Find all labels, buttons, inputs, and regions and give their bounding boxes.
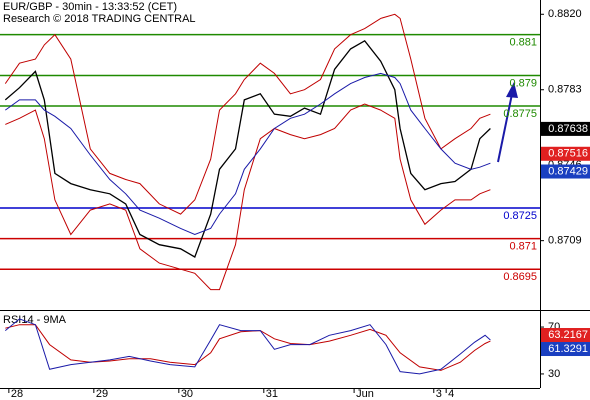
- x-tick-label: 29: [96, 388, 108, 400]
- arrow-shaft: [497, 93, 513, 163]
- series-line: [5, 72, 491, 236]
- y-tick-label: 0.8709: [548, 235, 582, 247]
- arrow-head: [506, 82, 518, 98]
- last-value-box: [541, 328, 590, 343]
- last-value-box: [541, 146, 590, 161]
- series-line: [4, 13, 491, 215]
- chart-title: EUR/GBP - 30min - 13:33:52 (CET): [3, 1, 177, 13]
- level-label: 0.881: [509, 37, 537, 49]
- level-label: 0.8775: [503, 108, 537, 120]
- last-value-box: [541, 342, 590, 357]
- y-tick-label: 30: [548, 368, 560, 380]
- level-label: 0.879: [509, 77, 537, 89]
- last-value-label: 0.87516: [548, 148, 588, 160]
- last-value-box: [541, 164, 590, 179]
- last-value-label: 61.3291: [548, 343, 588, 355]
- level-label: 0.8725: [503, 210, 537, 222]
- x-tick-label: 3: [436, 388, 442, 400]
- forecast-arrow: [497, 82, 518, 163]
- last-value-label: 0.87429: [548, 165, 588, 177]
- level-label: 0.8695: [503, 271, 537, 283]
- x-tick-label: 30: [181, 388, 193, 400]
- series-line: [5, 103, 491, 291]
- y-tick-label: 0.8783: [548, 84, 582, 96]
- last-value-box: [541, 121, 590, 136]
- rsi-title: RSI14 - 9MA: [3, 314, 67, 326]
- series-line: [4, 39, 491, 258]
- y-tick-label: 0.8820: [548, 8, 582, 20]
- chart-subtitle: Research © 2018 TRADING CENTRAL: [3, 13, 196, 25]
- series-line: [4, 318, 491, 375]
- last-value-label: 0.87638: [548, 123, 588, 135]
- x-tick-label: 4: [448, 388, 454, 400]
- x-tick-label: 31: [266, 388, 278, 400]
- last-value-label: 63.2167: [548, 329, 588, 341]
- x-tick-label: 28: [11, 388, 23, 400]
- x-tick-label: Jun: [356, 388, 374, 400]
- level-label: 0.871: [509, 241, 537, 253]
